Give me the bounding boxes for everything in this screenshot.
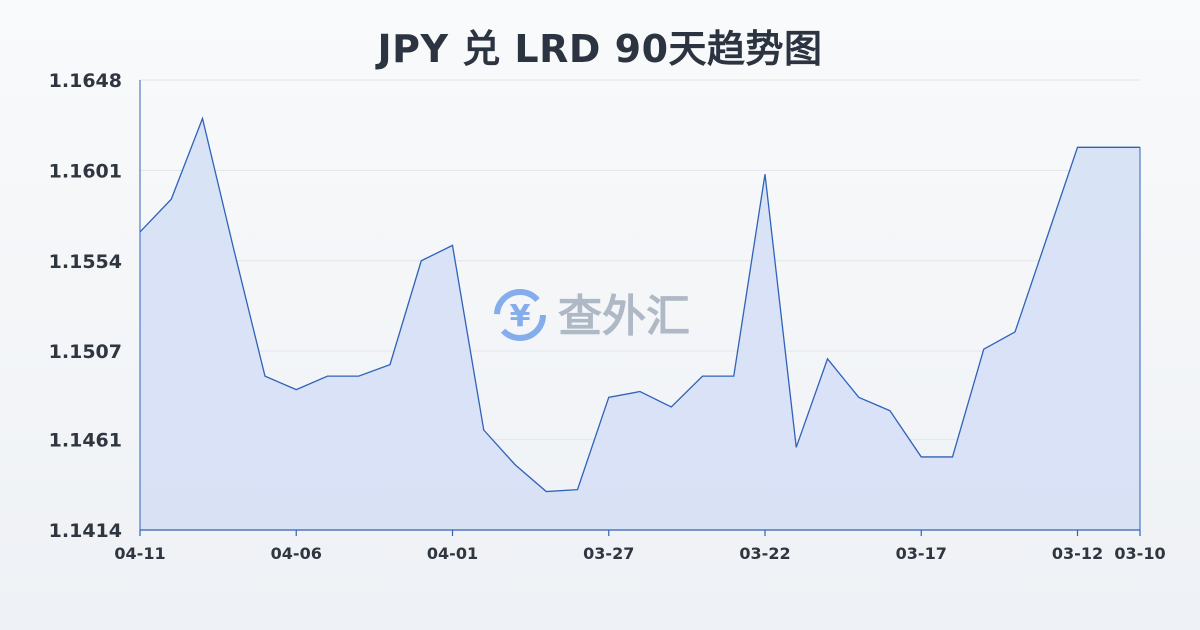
y-tick-label: 1.1554	[49, 251, 122, 273]
y-tick-label: 1.1648	[49, 70, 122, 92]
y-tick-label: 1.1601	[49, 160, 122, 182]
x-tick-label: 03-27	[583, 544, 634, 563]
chart-title: JPY 兑 LRD 90天趋势图	[377, 27, 823, 71]
x-axis-ticks: 04-11 04-06 04-01 03-27 03-22 03-17 03-12 03-10	[114, 530, 1166, 563]
y-tick-label: 1.1461	[49, 430, 122, 452]
x-tick-label: 03-17	[896, 544, 947, 563]
svg-text:¥: ¥	[510, 299, 531, 334]
y-tick-label: 1.1507	[49, 341, 122, 363]
yen-exchange-icon: ¥	[494, 289, 546, 341]
area-fill	[140, 118, 1140, 530]
x-tick-label: 04-01	[427, 544, 478, 563]
series-line	[139, 116, 1140, 493]
x-tick-label: 03-22	[739, 544, 790, 563]
y-axis-ticks: 1.1648 1.1601 1.1554 1.1507 1.1461 1.1414	[49, 70, 122, 542]
y-tick-label: 1.1414	[49, 520, 122, 542]
area-layer	[139, 80, 1141, 530]
x-tick-label: 03-10	[1114, 544, 1165, 563]
x-tick-label: 04-06	[271, 544, 322, 563]
watermark-text: 查外汇	[558, 291, 690, 342]
x-tick-label: 04-11	[114, 544, 165, 563]
watermark: ¥ 查外汇	[494, 289, 690, 342]
x-tick-label: 03-12	[1052, 544, 1103, 563]
